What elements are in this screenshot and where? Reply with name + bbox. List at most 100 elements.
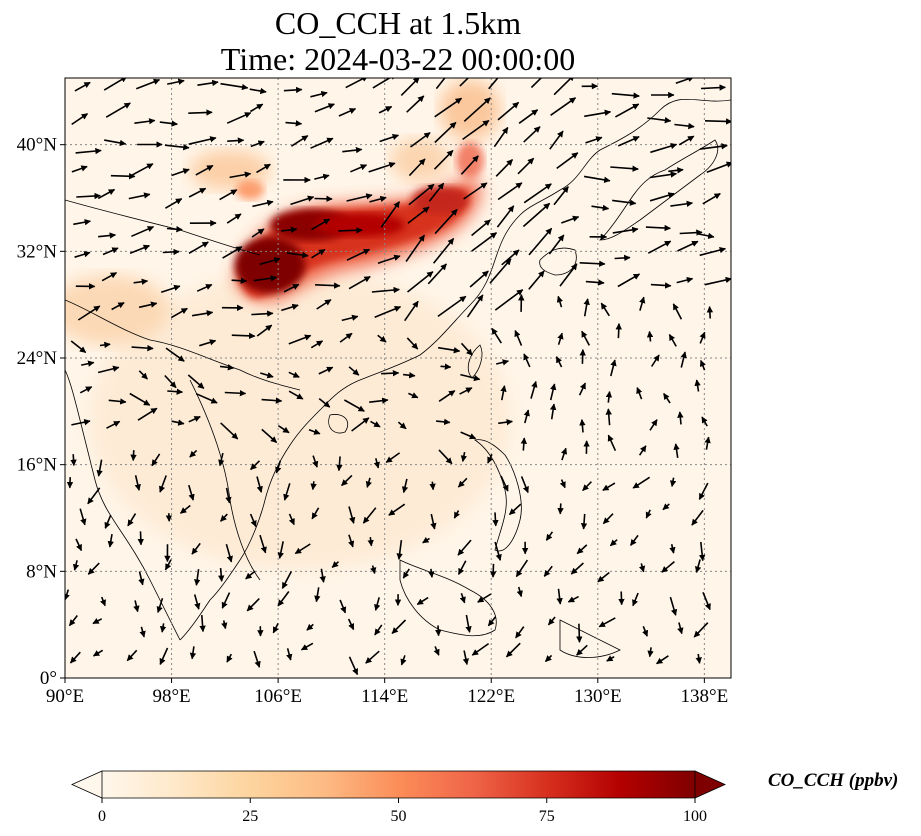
- wind-arrow: [583, 175, 611, 183]
- wind-arrow: [576, 544, 588, 555]
- wind-arrow: [602, 482, 616, 491]
- colorbar-tick-label: 0: [98, 808, 106, 825]
- wind-arrow: [459, 593, 466, 604]
- wind-arrow: [437, 295, 467, 318]
- wind-arrow: [286, 648, 293, 661]
- wind-arrow: [133, 600, 140, 613]
- wind-arrow: [469, 270, 489, 288]
- wind-arrow: [662, 503, 670, 511]
- wind-arrow: [351, 417, 370, 432]
- wind-arrow: [348, 275, 371, 290]
- wind-arrow: [459, 78, 470, 87]
- wind-arrow: [314, 195, 333, 203]
- wind-arrow: [97, 365, 120, 374]
- wind-arrow: [549, 383, 557, 401]
- lat-tick-label: 8°N: [26, 561, 57, 582]
- wind-arrow: [702, 192, 721, 205]
- wind-arrow: [256, 163, 271, 174]
- wind-arrow: [380, 201, 401, 228]
- wind-arrow: [381, 369, 400, 377]
- wind-arrow: [457, 539, 472, 556]
- wind-arrow: [639, 296, 646, 311]
- wind-arrow: [219, 364, 235, 371]
- wind-arrow: [453, 510, 460, 519]
- wind-arrow: [430, 513, 437, 530]
- wind-arrow: [492, 512, 499, 527]
- wind-arrow: [199, 339, 217, 347]
- wind-arrow: [561, 215, 580, 224]
- wind-arrow: [404, 300, 419, 322]
- wind-arrow: [632, 592, 639, 607]
- wind-arrow: [311, 218, 331, 231]
- wind-arrow: [195, 392, 218, 404]
- wind-arrow: [277, 591, 290, 607]
- wind-arrow: [407, 206, 430, 224]
- wind-arrow: [92, 649, 104, 657]
- wind-arrow: [103, 78, 128, 91]
- wind-arrow: [605, 390, 613, 403]
- wind-arrow: [437, 346, 461, 354]
- wind-arrow: [543, 565, 553, 577]
- wind-arrow: [702, 591, 711, 611]
- wind-arrow: [520, 437, 528, 451]
- wind-arrow: [331, 561, 340, 568]
- wind-arrow: [649, 419, 658, 431]
- wind-arrow: [435, 625, 442, 637]
- wind-arrow: [460, 373, 481, 382]
- wind-arrow: [496, 359, 510, 366]
- wind-arrow: [259, 257, 281, 266]
- wind-arrow: [249, 103, 264, 113]
- chart-title-line1: CO_CCH at 1.5km: [274, 5, 522, 41]
- lat-tick-label: 40°N: [17, 135, 58, 156]
- wind-arrow: [277, 541, 284, 559]
- wind-arrow: [602, 513, 614, 525]
- wind-vectors: [65, 78, 731, 676]
- wind-arrow: [496, 205, 515, 228]
- wind-arrow: [71, 113, 89, 126]
- wind-arrow: [151, 453, 161, 467]
- wind-arrow: [463, 182, 488, 200]
- wind-arrow: [556, 295, 563, 308]
- lat-axis: 0° 8°N 16°N 24°N 32°N 40°N: [17, 135, 65, 689]
- wind-arrow: [188, 415, 201, 423]
- wind-arrow: [188, 484, 195, 501]
- wind-arrow: [434, 121, 457, 144]
- wind-arrow: [342, 146, 363, 154]
- wind-arrow: [638, 563, 646, 573]
- wind-arrow: [108, 398, 127, 405]
- wind-arrow: [136, 78, 161, 90]
- wind-arrow: [694, 559, 702, 574]
- wind-arrow: [698, 232, 715, 240]
- wind-arrow: [663, 392, 671, 404]
- wind-arrow: [197, 79, 219, 87]
- wind-arrow: [138, 571, 145, 586]
- wind-arrow: [434, 208, 458, 235]
- wind-arrow: [188, 109, 213, 116]
- wind-arrow: [290, 135, 309, 147]
- wind-arrow: [607, 434, 617, 452]
- lon-tick-label: 122°E: [467, 686, 515, 707]
- wind-arrow: [288, 390, 304, 400]
- wind-arrow: [87, 487, 101, 505]
- wind-arrow: [585, 136, 603, 144]
- wind-arrow: [677, 411, 684, 425]
- wind-arrow: [567, 595, 579, 603]
- wind-arrow: [609, 539, 618, 547]
- wind-arrow: [406, 337, 419, 350]
- wind-arrow: [100, 596, 106, 607]
- wind-arrow: [617, 273, 641, 288]
- wind-arrow: [73, 219, 92, 226]
- wind-arrow: [156, 598, 164, 614]
- wind-arrow: [189, 646, 197, 660]
- wind-arrow: [591, 204, 610, 212]
- wind-arrow: [693, 622, 709, 638]
- wind-arrow: [400, 78, 420, 96]
- wind-arrow: [96, 459, 103, 477]
- wind-arrow: [400, 655, 407, 666]
- wind-arrow: [699, 143, 728, 150]
- wind-arrow: [606, 655, 615, 662]
- wind-arrow: [559, 263, 578, 287]
- wind-arrow: [514, 330, 523, 346]
- wind-arrow: [338, 227, 363, 234]
- wind-arrow: [576, 623, 583, 643]
